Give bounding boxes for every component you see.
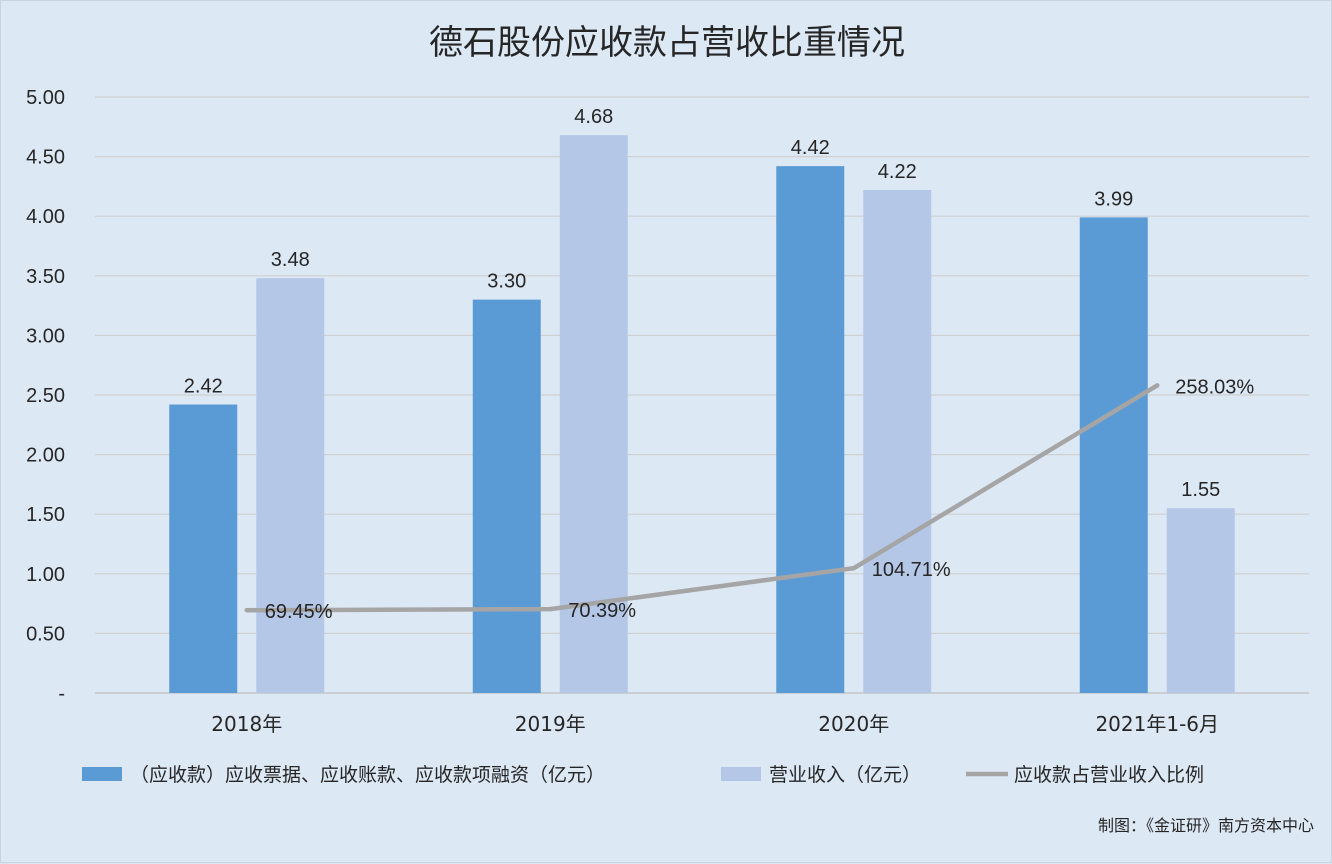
- line-point: [1155, 383, 1160, 388]
- y-tick-label: 1.00: [26, 564, 65, 586]
- x-tick-label: 2019年: [515, 712, 586, 736]
- x-tick-label: 2021年1-6月: [1095, 712, 1219, 736]
- legend-label: （应收款）应收票据、应收账款、应收款项融资（亿元）: [130, 764, 605, 786]
- bar-data-label: 1.55: [1181, 479, 1220, 501]
- chart-credit: 制图：《金证研》南方资本中心: [1098, 816, 1314, 835]
- bar-series-2-1: [256, 278, 325, 693]
- bar-series-2-4: [1166, 508, 1235, 693]
- bar-data-label: 3.30: [487, 271, 526, 293]
- bar-series-2-3: [863, 189, 932, 693]
- line-layer: [244, 383, 1160, 613]
- line-data-label: 258.03%: [1175, 376, 1254, 398]
- bar-data-label: 2.42: [184, 376, 223, 398]
- y-tick-label: 4.00: [26, 206, 65, 228]
- line-point: [548, 606, 553, 612]
- legend-swatch: [721, 767, 761, 781]
- line-point: [244, 608, 249, 613]
- x-tick-label: 2020年: [818, 712, 889, 736]
- y-tick-label: 5.00: [26, 87, 65, 109]
- y-tick-label: 2.50: [26, 385, 65, 407]
- y-tick-label: 0.50: [26, 623, 65, 645]
- legend: （应收款）应收票据、应收账款、应收款项融资（亿元） 营业收入（亿元） 应收款占营业收…: [82, 764, 1204, 786]
- legend-label: 营业收入（亿元）: [769, 764, 921, 786]
- line-series-1: [244, 383, 1160, 613]
- y-tick-label: 4.50: [26, 147, 65, 169]
- y-tick-label: 2.00: [26, 445, 65, 467]
- bar-data-label: 3.48: [271, 249, 310, 271]
- bar-data-label: 3.99: [1094, 188, 1133, 210]
- label-layer: 2.42 3.48 2018年 3.30 4.68 2019年 4.42 4.22 2020年 3…: [184, 106, 1255, 736]
- line-data-label: 69.45%: [265, 601, 333, 623]
- chart-title: 德石股份应收款占营收比重情况: [429, 23, 905, 63]
- y-tick-label: -: [58, 683, 65, 705]
- y-tick-label: 1.50: [26, 504, 65, 526]
- bar-series-1-3: [776, 166, 845, 694]
- bar-series-1-4: [1079, 217, 1148, 693]
- x-tick-label: 2018年: [211, 712, 282, 736]
- line-data-label: 104.71%: [872, 559, 951, 581]
- y-tick-label: 3.00: [26, 325, 65, 347]
- bar-data-label: 4.22: [878, 161, 917, 183]
- legend-label: 应收款占营业收入比例: [1014, 764, 1204, 786]
- bar-layer: [169, 135, 1235, 694]
- bar-series-1-1: [169, 404, 238, 693]
- bar-data-label: 4.68: [574, 106, 613, 128]
- bar-data-label: 4.42: [791, 137, 830, 159]
- line-data-label: 70.39%: [568, 600, 636, 622]
- line-point: [851, 565, 856, 571]
- y-tick-label: 3.50: [26, 266, 65, 288]
- bar-series-1-2: [472, 299, 541, 693]
- legend-swatch: [82, 767, 122, 781]
